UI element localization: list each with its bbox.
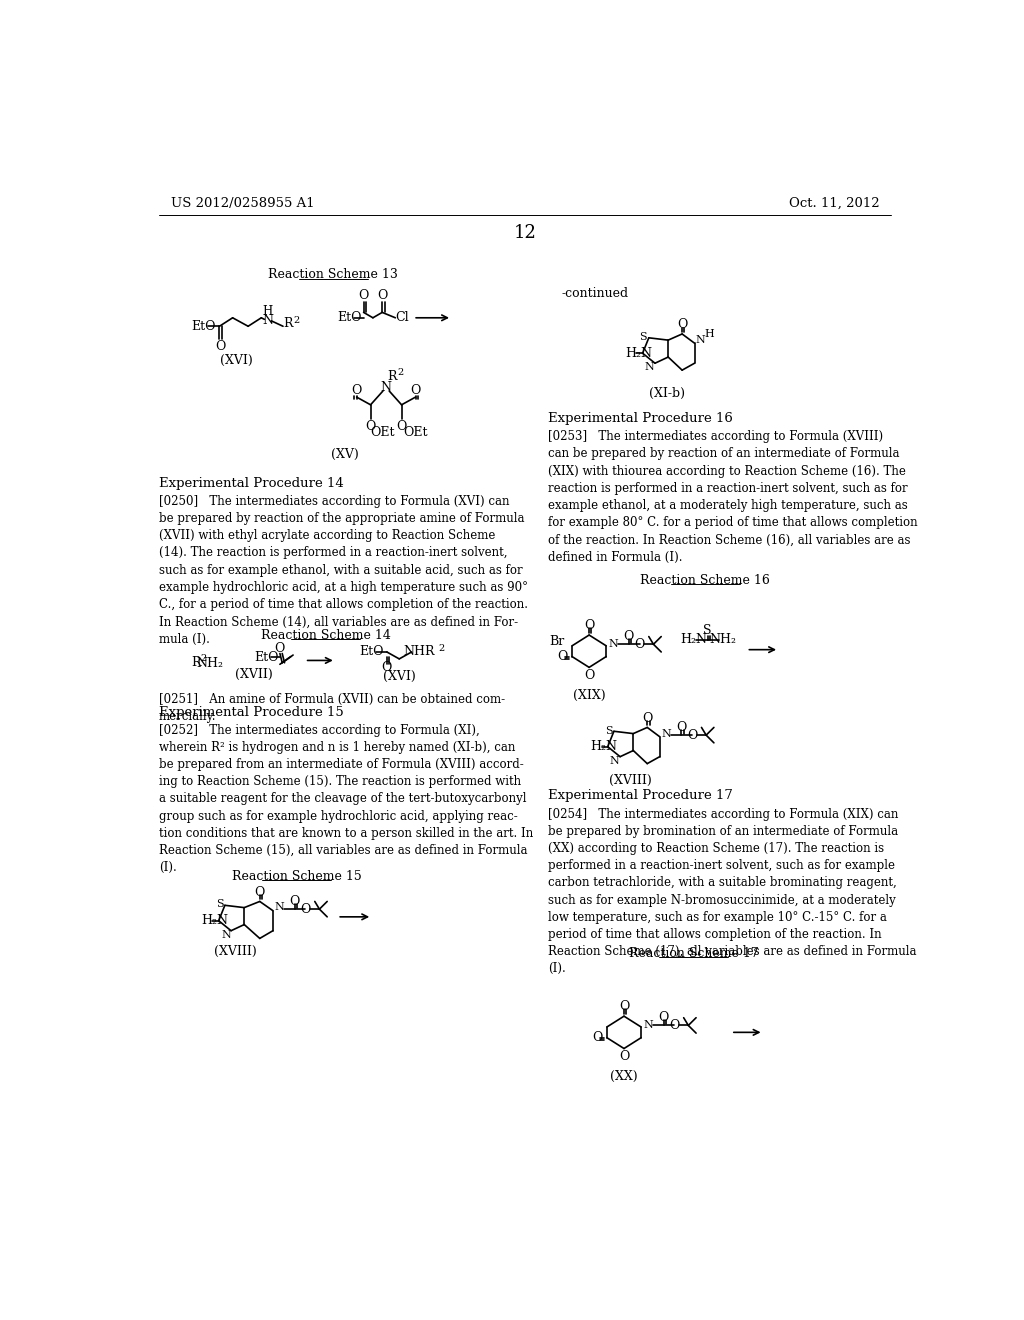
Text: OEt: OEt [370,426,394,440]
Text: [0253]   The intermediates according to Formula (XVIII)
can be prepared by react: [0253] The intermediates according to Fo… [548,430,918,564]
Text: R: R [284,317,293,330]
Text: Reaction Scheme 15: Reaction Scheme 15 [232,870,361,883]
Text: H₂N: H₂N [626,347,652,360]
Text: N: N [608,639,618,649]
Text: Experimental Procedure 14: Experimental Procedure 14 [159,477,344,490]
Text: S: S [605,726,612,735]
Text: (XVIII): (XVIII) [214,945,256,958]
Text: O: O [634,638,645,651]
Text: Experimental Procedure 15: Experimental Procedure 15 [159,705,344,718]
Text: US 2012/0258955 A1: US 2012/0258955 A1 [171,197,314,210]
Text: [0250]   The intermediates according to Formula (XVI) can
be prepared by reactio: [0250] The intermediates according to Fo… [159,495,528,645]
Text: N: N [660,729,671,739]
Text: Reaction Scheme 17: Reaction Scheme 17 [629,946,759,960]
Text: N: N [221,929,231,940]
Text: H: H [705,329,714,339]
Text: Oct. 11, 2012: Oct. 11, 2012 [790,197,880,210]
Text: O: O [687,729,697,742]
Text: O: O [558,649,568,663]
Text: (XIX): (XIX) [572,689,605,702]
Text: NH₂: NH₂ [196,657,223,671]
Text: (XI-b): (XI-b) [648,387,685,400]
Text: R: R [191,656,201,669]
Text: (XVI): (XVI) [383,671,416,684]
Text: Reaction Scheme 13: Reaction Scheme 13 [268,268,398,281]
Text: N: N [274,902,284,912]
Text: OEt: OEt [403,426,428,440]
Text: O: O [366,420,376,433]
Text: O: O [377,289,387,302]
Text: [0254]   The intermediates according to Formula (XIX) can
be prepared by bromina: [0254] The intermediates according to Fo… [548,808,916,975]
Text: 2: 2 [293,315,299,325]
Text: EtO: EtO [254,651,279,664]
Text: R: R [387,370,397,383]
Text: H₂N: H₂N [591,741,617,754]
Text: S: S [640,333,647,342]
Text: H: H [262,305,272,318]
Text: Reaction Scheme 16: Reaction Scheme 16 [640,574,770,587]
Text: N: N [381,381,391,395]
Text: O: O [396,420,407,433]
Text: H₂N: H₂N [680,634,707,647]
Text: [0251]   An amine of Formula (XVII) can be obtained com-
mercially.: [0251] An amine of Formula (XVII) can be… [159,693,505,723]
Text: EtO: EtO [359,645,383,659]
Text: Br: Br [549,635,564,648]
Text: H₂N: H₂N [202,915,228,927]
Text: Experimental Procedure 17: Experimental Procedure 17 [548,789,733,803]
Text: O: O [676,721,686,734]
Text: N: N [645,362,654,372]
Text: N: N [610,755,620,766]
Text: O: O [215,339,225,352]
Text: O: O [358,289,369,302]
Text: (XV): (XV) [331,449,358,462]
Text: O: O [670,1019,680,1032]
Text: NH₂: NH₂ [710,634,736,647]
Text: (XVIII): (XVIII) [609,774,651,787]
Text: Cl: Cl [395,312,409,325]
Text: (XVII): (XVII) [234,668,272,681]
Text: O: O [584,619,594,632]
Text: S: S [216,899,224,908]
Text: O: O [593,1031,603,1044]
Text: NHR: NHR [403,645,435,659]
Text: O: O [677,318,687,331]
Text: N: N [262,314,273,327]
Text: O: O [274,643,285,656]
Text: O: O [300,903,310,916]
Text: (XVI): (XVI) [220,354,253,367]
Text: (XX): (XX) [610,1069,638,1082]
Text: 2: 2 [200,655,206,664]
Text: Reaction Scheme 14: Reaction Scheme 14 [261,628,390,642]
Text: [0252]   The intermediates according to Formula (XI),
wherein R² is hydrogen and: [0252] The intermediates according to Fo… [159,723,534,874]
Text: O: O [642,711,652,725]
Text: -continued: -continued [562,286,629,300]
Text: S: S [703,624,712,638]
Text: O: O [351,384,361,397]
Text: O: O [411,384,421,397]
Text: O: O [584,668,594,681]
Text: N: N [643,1020,653,1031]
Text: 2: 2 [438,644,444,652]
Text: EtO: EtO [191,319,216,333]
Text: O: O [624,630,634,643]
Text: O: O [618,1001,629,1014]
Text: EtO: EtO [337,312,361,325]
Text: O: O [382,661,392,675]
Text: N: N [696,335,706,345]
Text: 2: 2 [397,368,403,378]
Text: O: O [618,1049,629,1063]
Text: Experimental Procedure 16: Experimental Procedure 16 [548,412,733,425]
Text: O: O [290,895,300,908]
Text: O: O [658,1011,669,1024]
Text: O: O [255,886,265,899]
Text: 12: 12 [513,224,537,242]
